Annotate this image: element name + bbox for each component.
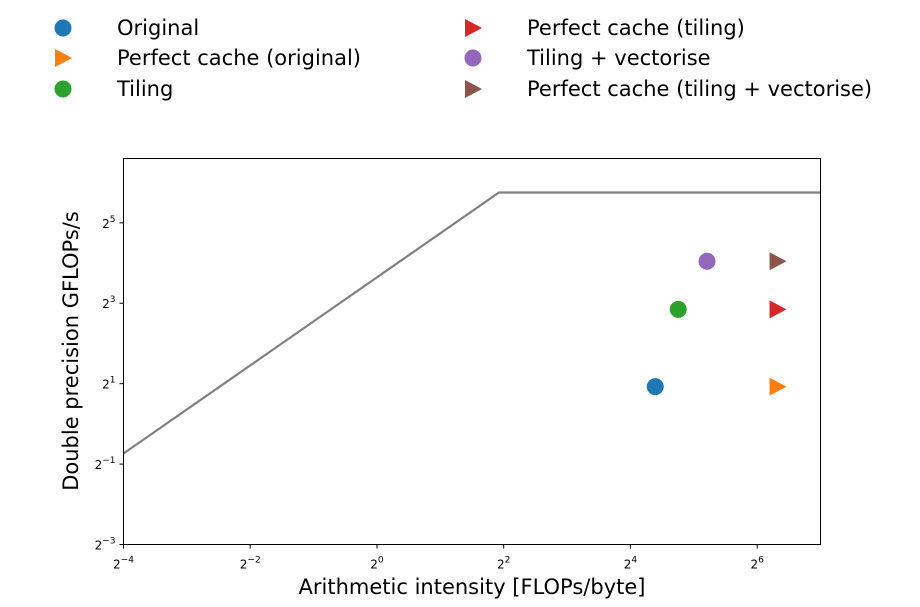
legend-item-tiling-vectorise: Tiling + vectorise bbox=[461, 43, 711, 73]
data-point-original bbox=[646, 378, 664, 396]
legend-label: Original bbox=[117, 16, 200, 40]
x-tick-label: 24 bbox=[624, 556, 638, 572]
legend: Original Perfect cache (original) Tiling… bbox=[0, 0, 920, 110]
x-tick-label: 2−4 bbox=[113, 556, 134, 572]
x-axis-label: Arithmetic intensity [FLOPs/byte] bbox=[299, 575, 646, 599]
legend-item-perfect-cache-tiling: Perfect cache (tiling) bbox=[461, 13, 745, 43]
legend-marker-triangle-icon bbox=[55, 49, 72, 67]
y-tick-label: 2−1 bbox=[95, 456, 116, 472]
data-point-tiling-vectorise bbox=[698, 252, 716, 270]
legend-marker-circle-icon bbox=[54, 80, 72, 98]
y-tick-label: 23 bbox=[102, 295, 115, 311]
y-tick-label: 2−3 bbox=[95, 537, 116, 553]
legend-label: Perfect cache (tiling) bbox=[527, 16, 745, 40]
legend-marker-circle-icon bbox=[54, 19, 72, 37]
x-tick-label: 26 bbox=[750, 556, 764, 572]
legend-label: Perfect cache (tiling + vectorise) bbox=[527, 77, 873, 101]
legend-marker-circle-icon bbox=[464, 49, 482, 67]
legend-item-tiling: Tiling bbox=[51, 74, 173, 104]
data-point-perfect-cache-tiling bbox=[769, 300, 787, 319]
roofline-line bbox=[122, 191, 821, 455]
x-tick-label: 22 bbox=[497, 556, 510, 572]
legend-marker-triangle-icon bbox=[465, 19, 482, 37]
y-axis-label: Double precision GFLOPs/s bbox=[59, 211, 83, 491]
x-tick-label: 2−2 bbox=[240, 556, 261, 572]
data-point-tiling bbox=[669, 300, 687, 318]
y-tick-label: 25 bbox=[102, 215, 115, 231]
y-tick-label: 21 bbox=[102, 376, 115, 392]
data-point-perfect-cache-original bbox=[769, 377, 787, 396]
legend-item-original: Original bbox=[51, 13, 199, 43]
legend-item-perfect-cache-original: Perfect cache (original) bbox=[51, 43, 361, 73]
legend-label: Perfect cache (original) bbox=[117, 46, 361, 70]
legend-item-perfect-cache-tiling-vectorise: Perfect cache (tiling + vectorise) bbox=[461, 74, 872, 104]
data-point-perfect-cache-tiling-vectorise bbox=[769, 252, 787, 271]
legend-label: Tiling bbox=[117, 77, 174, 101]
legend-label: Tiling + vectorise bbox=[527, 46, 711, 70]
legend-marker-triangle-icon bbox=[465, 80, 482, 98]
x-tick-label: 20 bbox=[370, 556, 384, 572]
plot-frame bbox=[123, 158, 821, 545]
